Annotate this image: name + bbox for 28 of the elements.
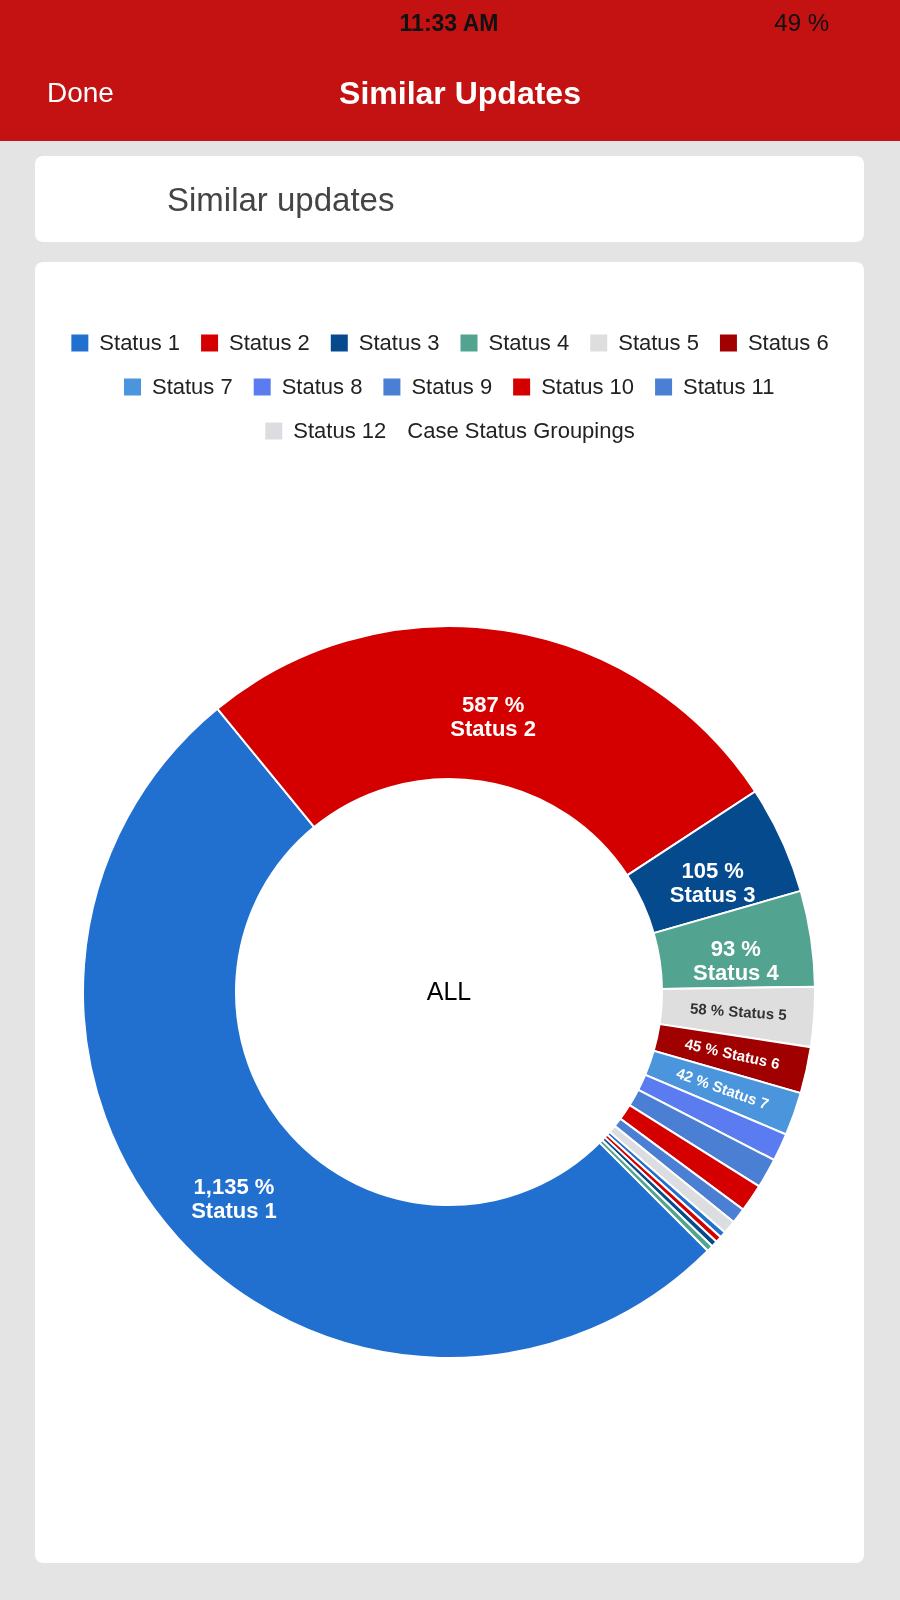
slice-label: Status 4 <box>693 960 780 986</box>
legend-label: Status 6 <box>747 330 829 355</box>
text: 58 % Status 5 <box>689 999 788 1024</box>
legend-label: Status 12 <box>293 418 387 443</box>
legend-label: Status 2 <box>229 330 310 355</box>
text: 11:33 AM <box>399 10 499 36</box>
text: 49 % <box>774 9 829 36</box>
legend-title: Case Status Groupings <box>407 418 635 443</box>
legend-label: Status 4 <box>488 330 570 355</box>
legend-label: Status 11 <box>683 374 775 399</box>
data-label: 587 % <box>461 692 525 718</box>
data-label: 105 % <box>681 858 744 884</box>
chart-title: Similar Updates <box>339 75 581 111</box>
legend-label: Status 9 <box>411 374 493 399</box>
data-label: 93 % <box>710 936 761 962</box>
text: Done <box>47 77 114 108</box>
slice-label: Status 3 <box>669 882 756 908</box>
slice-label: Status 1 <box>191 1197 277 1223</box>
legend-label: Status 8 <box>281 374 363 399</box>
chart-subtitle: Similar updates <box>167 181 395 218</box>
text: ALL <box>426 977 472 1005</box>
legend-label: Status 1 <box>99 330 181 355</box>
legend-label: Status 3 <box>358 330 440 355</box>
legend-label: Status 10 <box>541 374 635 399</box>
legend-label: Status 7 <box>151 374 233 399</box>
data-label: 1,135 % <box>193 1173 275 1199</box>
slice-label: Status 2 <box>450 716 536 742</box>
legend-label: Status 5 <box>618 330 699 355</box>
